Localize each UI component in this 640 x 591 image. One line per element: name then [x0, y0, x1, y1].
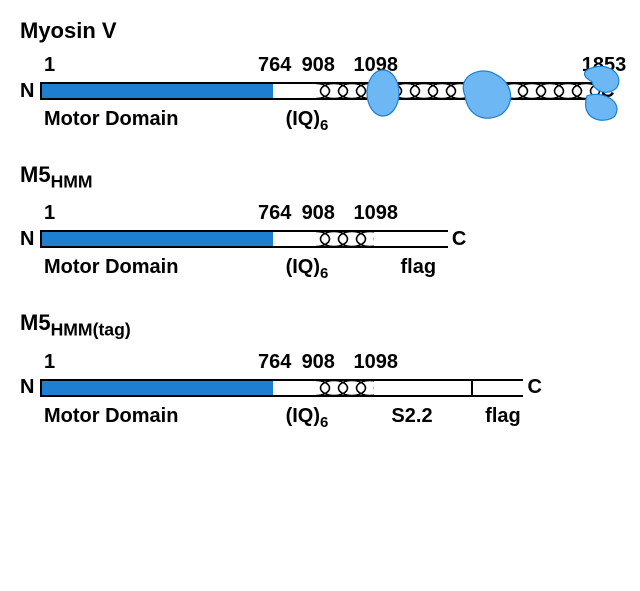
segment-motor [42, 84, 275, 98]
n-terminus-label: N [20, 80, 40, 103]
n-terminus-label: N [20, 376, 40, 399]
position-label: 908 [302, 54, 335, 77]
segment-motor [42, 232, 275, 246]
segment-iq [273, 381, 319, 395]
position-label: 908 [302, 351, 335, 374]
domain-label: S2.2 [391, 405, 432, 428]
segment-motor [42, 381, 275, 395]
position-row: 176490810981853 [44, 54, 604, 78]
position-label: 908 [302, 202, 335, 225]
c-terminus-label: C [448, 228, 472, 251]
position-label: 1 [44, 202, 55, 225]
construct-title: M5HMM [20, 162, 620, 192]
domain-label: Motor Domain [44, 256, 178, 279]
segment-coil [316, 84, 602, 98]
domain-label: flag [401, 256, 437, 279]
n-terminus-label: N [20, 228, 40, 251]
segment-flag [374, 232, 450, 246]
position-row: 1 764 908 1098 [44, 351, 604, 375]
position-label: 1098 [353, 202, 398, 225]
construct-m5hmmtag: M5HMM(tag)17649081098NCMotor Domain(IQ)6… [20, 310, 620, 428]
domain-label: (IQ)6 [286, 108, 329, 134]
domain-track [40, 379, 523, 397]
segment-iq [273, 232, 319, 246]
position-label: 764 [258, 202, 291, 225]
construct-m5hmm: M5HMM17649081098NCMotor Domain(IQ)6flag [20, 162, 620, 280]
position-label: 1098 [353, 351, 398, 374]
segment-flag [374, 381, 526, 395]
domain-label-row: Motor Domain (IQ)6 S2.2 flag [44, 405, 604, 429]
domain-label: Motor Domain [44, 108, 178, 131]
domain-label: flag [485, 405, 521, 428]
domain-bar-row: N C [20, 78, 620, 104]
position-label: 1853 [582, 54, 627, 77]
position-row: 1 764 908 1098 [44, 202, 604, 226]
domain-label-row: Motor Domain (IQ)6 flag [44, 256, 604, 280]
segment-divider [471, 381, 473, 395]
segment-iq [273, 84, 319, 98]
domain-label: (IQ)6 [286, 405, 329, 431]
position-label: 1098 [353, 54, 398, 77]
segment-coil [316, 232, 373, 246]
domain-bar-row: NC [20, 375, 620, 401]
domain-label: Motor Domain [44, 405, 178, 428]
position-label: 1 [44, 54, 55, 77]
c-terminus-label: C [523, 376, 547, 399]
domain-bar-row: NC [20, 226, 620, 252]
domain-label-row: Motor Domain (IQ)6 [44, 108, 604, 132]
domain-track [40, 230, 448, 248]
position-label: 764 [258, 351, 291, 374]
position-label: 764 [258, 54, 291, 77]
construct-title: M5HMM(tag) [20, 310, 620, 340]
domain-label: (IQ)6 [286, 256, 329, 282]
construct-title: Myosin V [20, 18, 620, 44]
position-label: 1 [44, 351, 55, 374]
segment-coil [316, 381, 373, 395]
domain-track [40, 82, 596, 100]
construct-myosinV: Myosin V176490810981853N CMotor Domain(I… [20, 18, 620, 132]
